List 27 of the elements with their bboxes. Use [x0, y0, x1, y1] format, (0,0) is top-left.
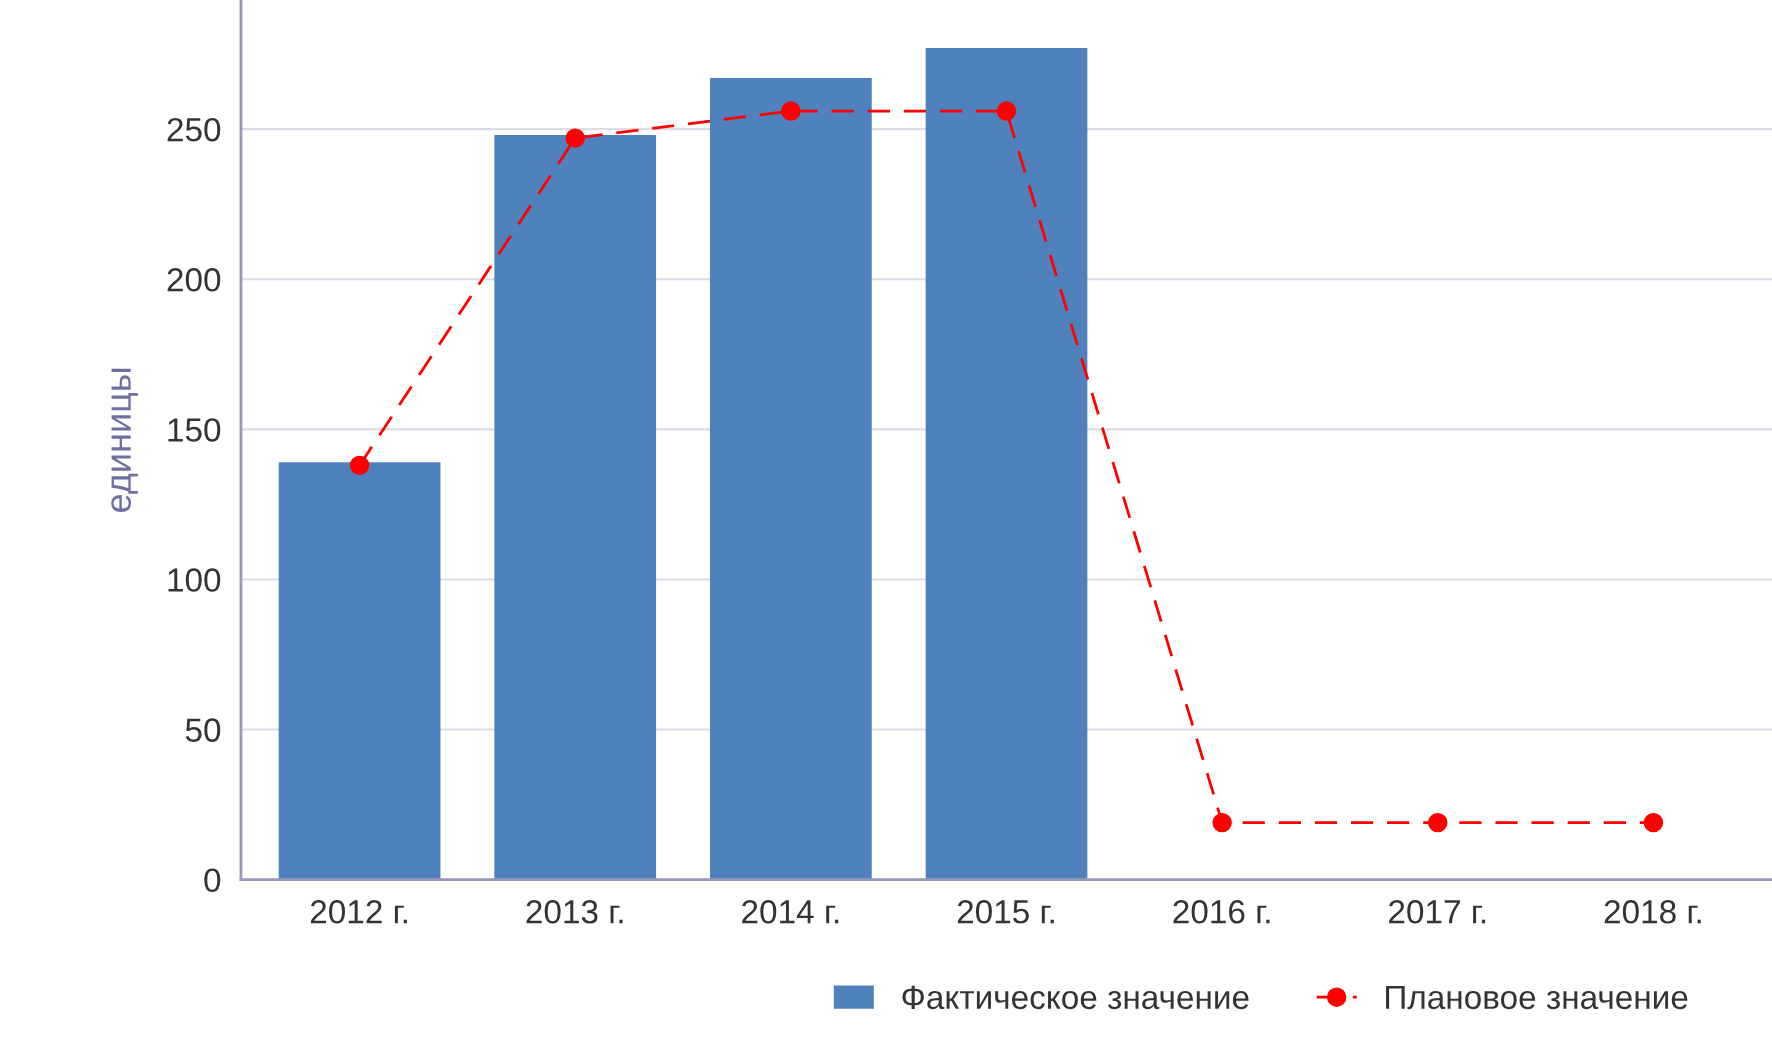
bar [278, 462, 441, 880]
x-tick-label: 2018 г. [1604, 900, 1701, 924]
x-tick-label: 2016 г. [1173, 900, 1270, 924]
point [996, 101, 1017, 121]
x-tick-label: 2015 г. [957, 900, 1054, 924]
x-tick-label: 2014 г. [742, 900, 839, 924]
x-tick-label: 2012 г. [310, 900, 407, 924]
point [781, 101, 801, 121]
legend-label: Плановое значение [1386, 985, 1688, 1010]
y-tick-label: 200 [167, 268, 221, 292]
y-tick-label: 150 [168, 418, 221, 442]
point [1212, 812, 1232, 833]
point [1428, 812, 1448, 833]
bar [710, 78, 872, 880]
legend-label: Фактическое значение [902, 985, 1249, 1010]
point [565, 128, 585, 148]
x-tick-label: 2013 г. [526, 900, 623, 924]
x-tick-label: 2017 г. [1389, 900, 1486, 924]
y-tick-label: 50 [185, 718, 221, 742]
bar [925, 48, 1088, 880]
bar [494, 135, 657, 880]
y-tick-label: 100 [168, 568, 221, 592]
point [1643, 812, 1664, 833]
y-tick-label: 250 [167, 117, 221, 142]
y-axis-title: единицы [111, 368, 138, 512]
y-tick-label: 0 [204, 868, 221, 893]
point [349, 455, 370, 476]
